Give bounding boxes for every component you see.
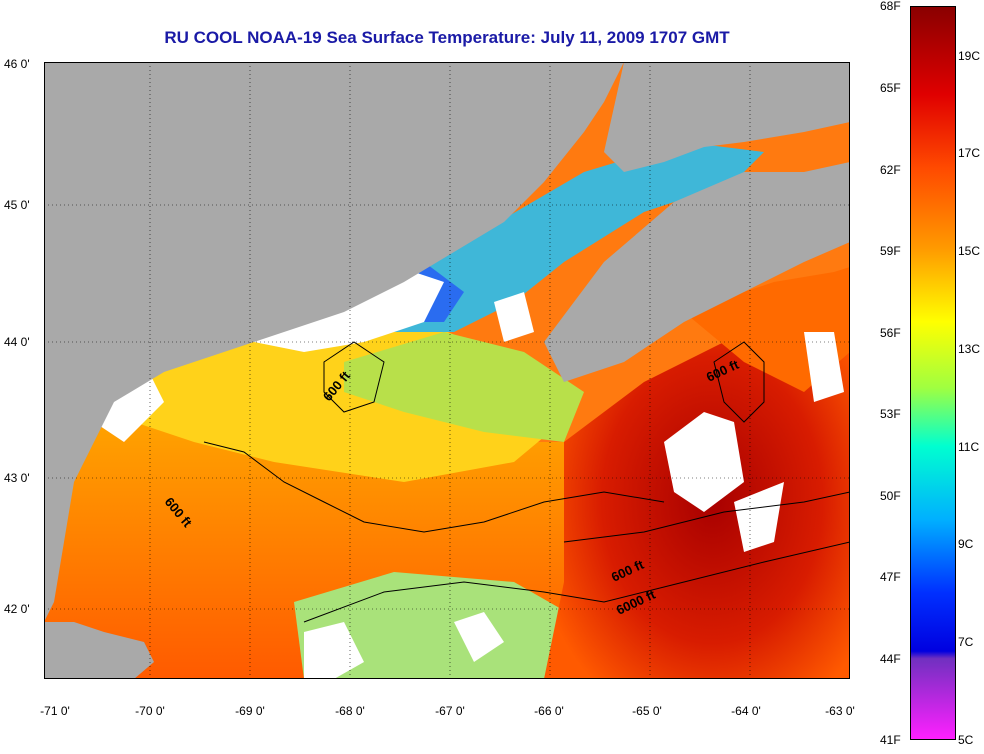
sst-map: 600 ft 600 ft 600 ft 600 ft 6000 ft xyxy=(44,62,850,679)
cloud-7 xyxy=(494,292,534,342)
x-tick-label: -70 0' xyxy=(135,704,165,718)
colorbar-f-label: 41F xyxy=(880,733,901,747)
colorbar-c-label: 11C xyxy=(958,440,980,454)
x-tick-label: -63 0' xyxy=(825,704,855,718)
colorbar-f-label: 62F xyxy=(880,163,901,177)
land-nova-scotia xyxy=(544,162,850,382)
x-tick-label: -66 0' xyxy=(534,704,564,718)
cloud-6 xyxy=(454,612,504,662)
contour-6000ft xyxy=(303,541,850,623)
sst-fundy xyxy=(374,142,764,332)
x-tick-label: -65 0' xyxy=(632,704,662,718)
colorbar-c-label: 7C xyxy=(958,635,974,649)
colorbar-f-label: 47F xyxy=(880,570,901,584)
colorbar-c-label: 17C xyxy=(958,146,981,160)
colorbar-f-label: 68F xyxy=(880,0,901,13)
cloud-8 xyxy=(304,622,364,679)
contour-600ft-west xyxy=(203,441,665,533)
cloud-3 xyxy=(664,412,744,512)
contour-600ft-georges xyxy=(563,491,850,543)
x-tick-label: -68 0' xyxy=(335,704,365,718)
colorbar-f-label: 56F xyxy=(880,326,901,340)
map-title: RU COOL NOAA-19 Sea Surface Temperature:… xyxy=(164,28,730,47)
colorbar-f-label: 50F xyxy=(880,489,901,503)
colorbar-f-label: 65F xyxy=(880,81,901,95)
colorbar-c-label: 15C xyxy=(958,244,981,258)
y-tick-label: 44 0' xyxy=(4,335,30,349)
cloud-4 xyxy=(734,482,784,552)
land-new-brunswick xyxy=(604,62,850,172)
temperature-colorbar xyxy=(910,6,956,740)
colorbar-f-label: 53F xyxy=(880,407,901,421)
colorbar-c-label: 5C xyxy=(958,733,974,747)
x-tick-label: -67 0' xyxy=(435,704,465,718)
colorbar-f-label: 44F xyxy=(880,652,901,666)
y-tick-label: 45 0' xyxy=(4,198,30,212)
colorbar-c-label: 13C xyxy=(958,342,981,356)
cloud-5 xyxy=(804,332,844,402)
sst-green-center xyxy=(344,332,584,442)
y-tick-label: 46 0' xyxy=(4,57,30,71)
colorbar-f-label: 59F xyxy=(880,244,901,258)
colorbar-c-label: 19C xyxy=(958,49,981,63)
land-cape-cod xyxy=(44,622,154,679)
x-tick-label: -71 0' xyxy=(40,704,70,718)
contour-600ft-central xyxy=(323,341,385,413)
colorbar-c-label: 9C xyxy=(958,537,974,551)
x-tick-label: -69 0' xyxy=(235,704,265,718)
y-tick-label: 43 0' xyxy=(4,471,30,485)
land-maine xyxy=(44,62,624,622)
y-tick-label: 42 0' xyxy=(4,602,30,616)
x-tick-label: -64 0' xyxy=(731,704,761,718)
